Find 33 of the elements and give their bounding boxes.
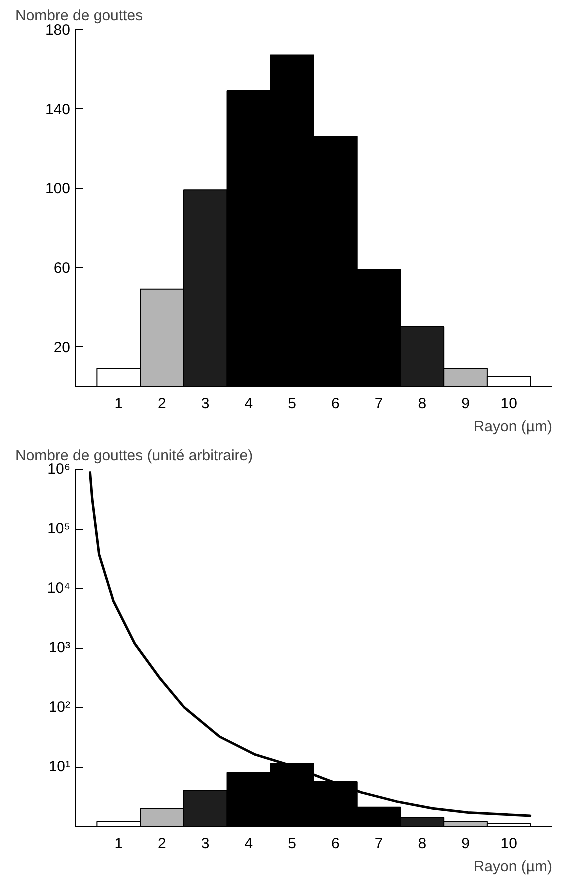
y-tick-label: 100 — [45, 180, 71, 198]
x-tick-label: 2 — [158, 396, 166, 412]
x-tick-label: 8 — [418, 836, 427, 852]
y-axis-title: Nombre de gouttes — [16, 8, 144, 24]
x-tick-label: 9 — [462, 396, 470, 412]
y-tick-label: 10¹ — [48, 758, 71, 776]
y-tick-label: 20 — [54, 339, 71, 356]
x-axis-title: Rayon (µm) — [474, 418, 553, 436]
x-tick-label: 7 — [374, 836, 384, 852]
y-tick-label: 10² — [48, 699, 71, 716]
x-tick-label: 8 — [418, 396, 427, 412]
y-tick-label: 60 — [54, 260, 71, 277]
y-tick-label: 10⁵ — [48, 520, 71, 538]
x-tick-label: 6 — [332, 396, 340, 412]
x-tick-label: 9 — [462, 836, 470, 852]
x-tick-label: 1 — [114, 396, 124, 412]
x-tick-label: 10 — [500, 396, 518, 412]
x-tick-label: 5 — [288, 396, 296, 412]
x-tick-label: 3 — [201, 836, 210, 852]
x-tick-label: 10 — [500, 836, 518, 852]
x-tick-label: 2 — [158, 836, 166, 852]
y-tick-label: 10⁴ — [47, 580, 71, 597]
x-tick-label: 4 — [244, 836, 254, 852]
x-tick-label: 3 — [201, 396, 210, 412]
x-tick-label: 1 — [114, 836, 124, 852]
x-axis-title: Rayon (µm) — [474, 858, 553, 876]
y-tick-label: 10³ — [48, 640, 71, 656]
x-tick-label: 6 — [332, 836, 340, 852]
x-tick-label: 4 — [244, 396, 254, 412]
y-tick-label: 140 — [45, 101, 71, 118]
y-tick-label: 180 — [45, 22, 71, 39]
x-tick-label: 5 — [288, 836, 296, 852]
x-tick-label: 7 — [374, 396, 384, 412]
